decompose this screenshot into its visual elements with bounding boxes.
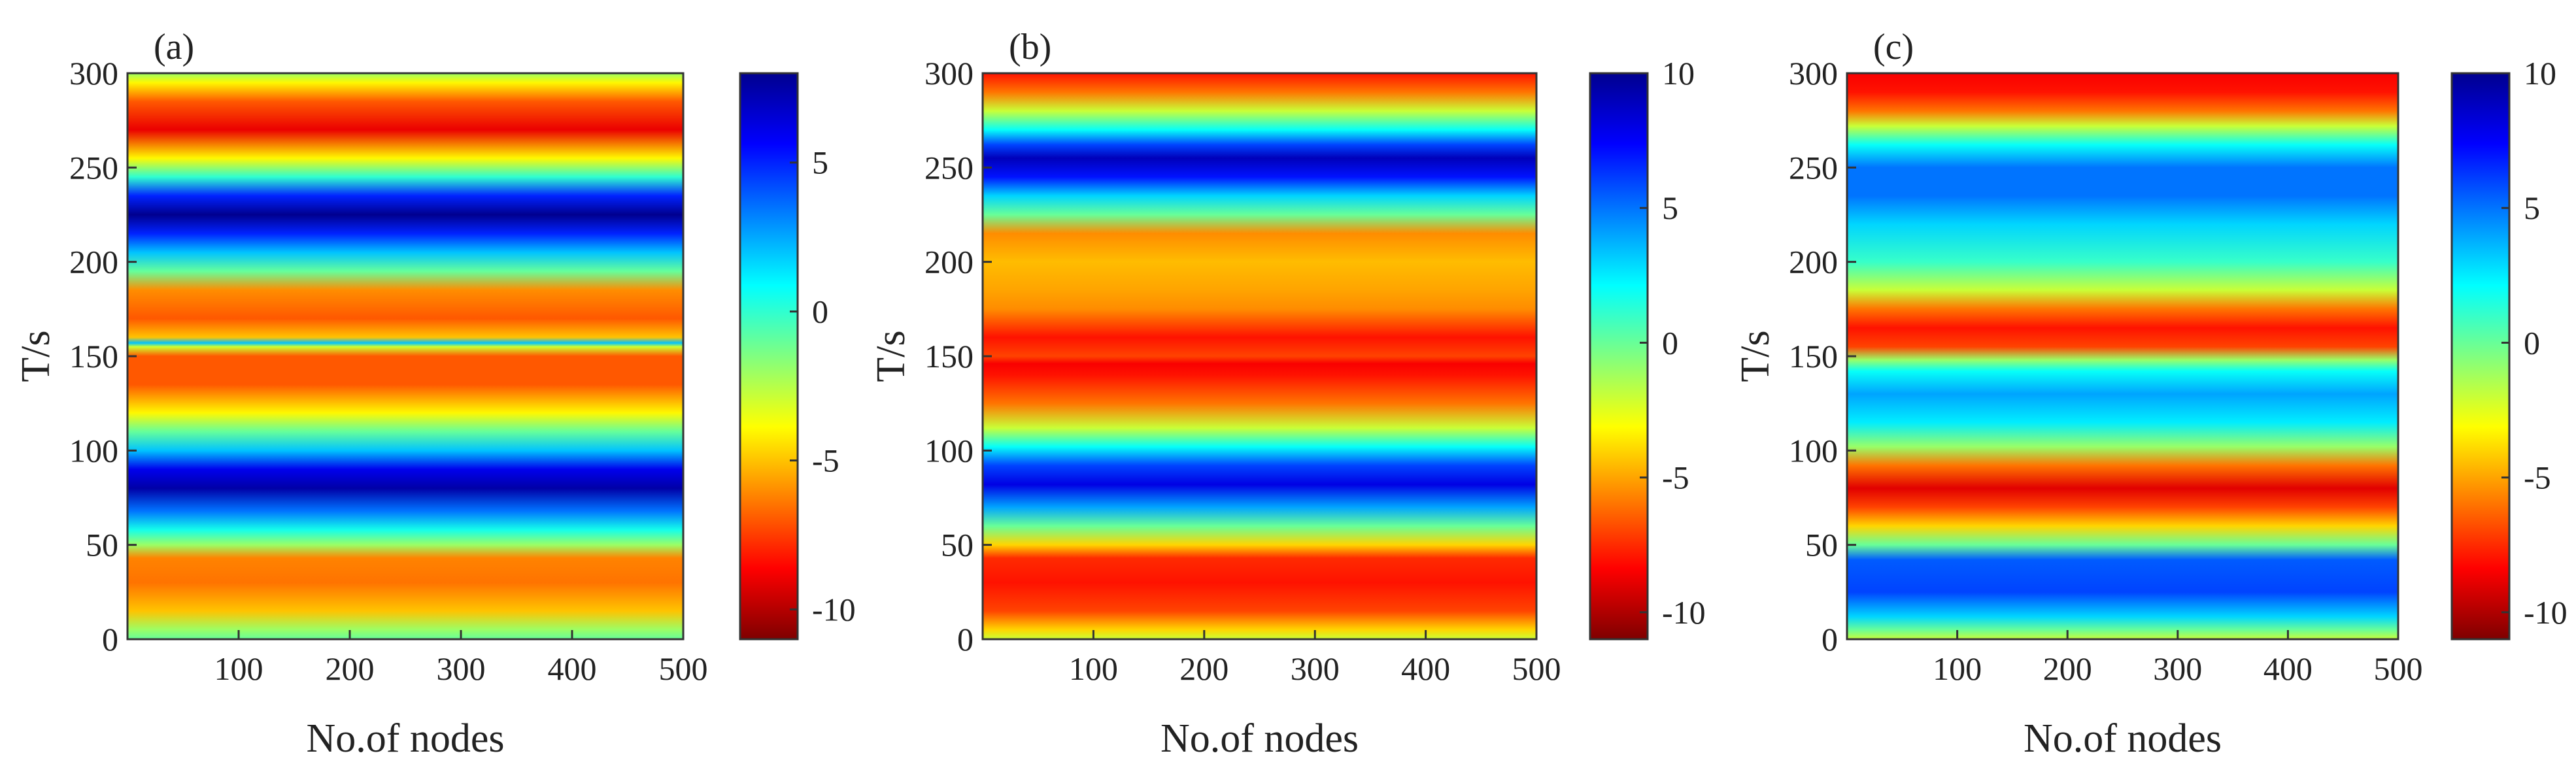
y-tick-label: 0 [102, 621, 118, 658]
colorbar-tick-label: -10 [2524, 594, 2568, 631]
colorbar-tick-label: 0 [2524, 324, 2540, 361]
colorbar-scale [739, 72, 799, 641]
colorbar-tick-label: -10 [812, 591, 856, 627]
y-axis-label: T/s [1733, 330, 1778, 382]
y-tick-label: 150 [924, 338, 974, 375]
x-axis-label: No.of nodes [2024, 716, 2222, 761]
y-tick-label: 300 [924, 55, 974, 92]
x-tick-label: 300 [437, 650, 486, 687]
x-axis-ticks: 100 200 300 400 500 [1933, 630, 2423, 687]
heatmap-plot [127, 73, 683, 639]
y-tick-label: 300 [69, 55, 118, 92]
x-tick-label: 100 [1933, 650, 1982, 687]
y-tick-label: 100 [1789, 432, 1838, 469]
colorbar-tick-label: -10 [1662, 594, 1706, 631]
y-tick-label: 200 [924, 244, 974, 280]
colorbar-tick-label: 5 [2524, 190, 2540, 226]
y-tick-label: 150 [69, 338, 118, 375]
y-tick-label: 50 [1805, 527, 1838, 563]
x-tick-label: 300 [2153, 650, 2202, 687]
x-tick-label: 200 [1179, 650, 1229, 687]
x-tick-label: 500 [2374, 650, 2423, 687]
y-tick-label: 150 [1789, 338, 1838, 375]
heatmap-plot [1847, 73, 2398, 639]
heatmap-field [127, 73, 683, 639]
y-tick-label: 100 [69, 432, 118, 469]
x-tick-label: 200 [326, 650, 375, 687]
colorbar: 10 5 0 -5 -10 [2450, 55, 2568, 641]
y-axis-ticks: 0 50 100 150 200 250 300 [924, 55, 992, 658]
heatmap-field [983, 73, 1536, 639]
y-tick-label: 250 [924, 149, 974, 186]
y-axis-label: T/s [14, 330, 58, 382]
heatmap-field [1847, 73, 2398, 639]
panel-label: (a) [154, 27, 194, 67]
y-tick-label: 200 [69, 244, 118, 280]
heatmap-plot [983, 73, 1536, 639]
colorbar-tick-label: 0 [812, 293, 828, 330]
colorbar-tick-label: 0 [1662, 324, 1678, 361]
panel-label: (c) [1873, 27, 1914, 67]
colorbar-scale [1589, 72, 1649, 641]
x-tick-label: 400 [548, 650, 597, 687]
y-tick-label: 200 [1789, 244, 1838, 280]
x-tick-label: 500 [659, 650, 708, 687]
y-tick-label: 250 [1789, 149, 1838, 186]
x-axis-label: No.of nodes [306, 716, 504, 761]
x-tick-label: 400 [1401, 650, 1450, 687]
x-tick-label: 300 [1291, 650, 1340, 687]
y-tick-label: 250 [69, 149, 118, 186]
y-axis-ticks: 0 50 100 150 200 250 300 [1789, 55, 1856, 658]
colorbar-tick-label: -5 [2524, 459, 2551, 496]
y-tick-label: 0 [957, 621, 974, 658]
x-axis-label: No.of nodes [1161, 716, 1359, 761]
colorbar: 10 5 0 -5 -10 [1589, 55, 1706, 641]
colorbar-tick-label: 5 [1662, 190, 1678, 226]
colorbar: 5 0 -5 -10 [739, 72, 856, 641]
y-tick-label: 50 [86, 527, 118, 563]
colorbar-scale [2450, 72, 2511, 641]
x-tick-label: 500 [1512, 650, 1561, 687]
y-tick-label: 50 [941, 527, 974, 563]
colorbar-tick-label: 5 [812, 144, 828, 181]
y-tick-label: 100 [924, 432, 974, 469]
panel-label: (b) [1009, 27, 1051, 67]
colorbar-tick-label: -5 [1662, 459, 1689, 496]
x-axis-ticks: 100 200 300 400 500 [214, 630, 708, 687]
x-tick-label: 100 [214, 650, 263, 687]
x-tick-label: 100 [1069, 650, 1118, 687]
y-tick-label: 300 [1789, 55, 1838, 92]
y-axis-ticks: 0 50 100 150 200 250 300 [69, 55, 137, 658]
y-tick-label: 0 [1822, 621, 1838, 658]
colorbar-tick-label: 10 [1662, 55, 1695, 92]
colorbar-tick-label: 10 [2524, 55, 2556, 92]
x-axis-ticks: 100 200 300 400 500 [1069, 630, 1561, 687]
colorbar-tick-label: -5 [812, 442, 839, 479]
x-tick-label: 200 [2043, 650, 2092, 687]
x-tick-label: 400 [2263, 650, 2313, 687]
y-axis-label: T/s [869, 330, 913, 382]
